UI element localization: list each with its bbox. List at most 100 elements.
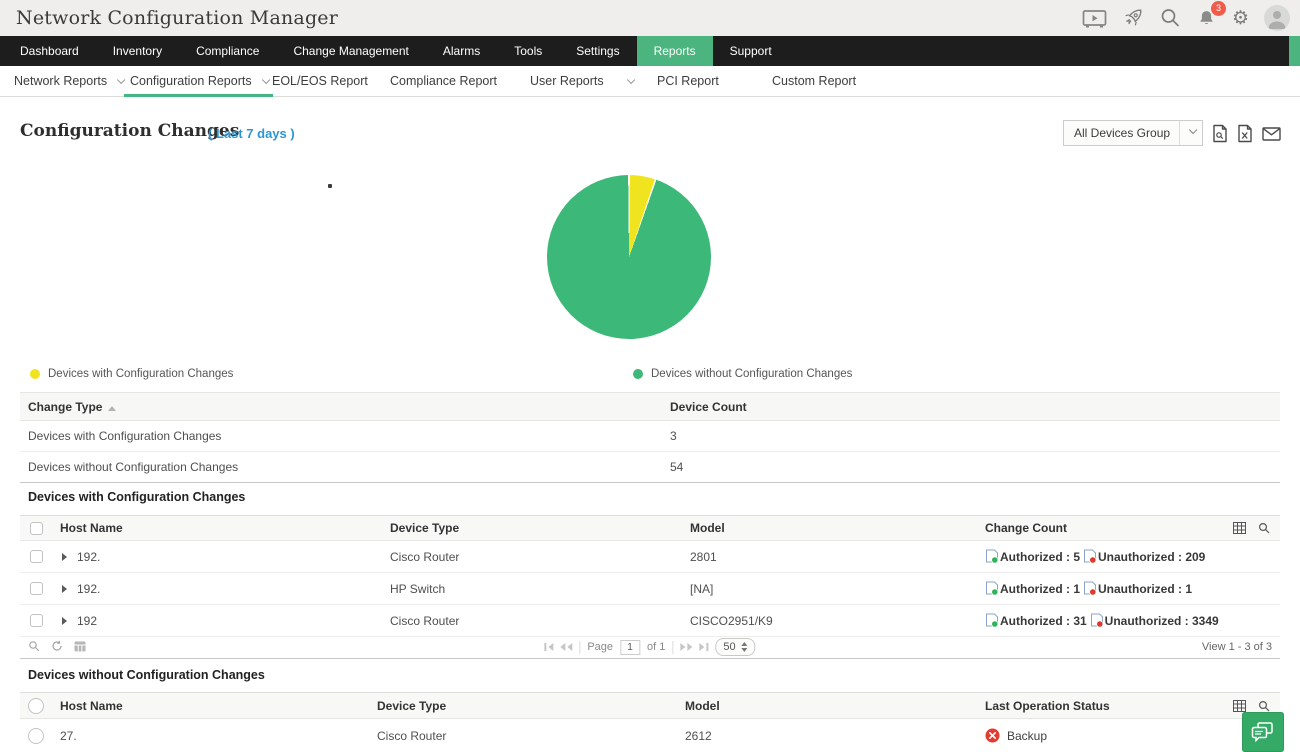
nav-change-management[interactable]: Change Management — [293, 44, 409, 58]
live-chat-button[interactable] — [1242, 712, 1284, 752]
stepper-icon — [741, 642, 748, 652]
footer-search-icon[interactable] — [28, 640, 40, 652]
col-device-type[interactable]: Device Type — [390, 521, 460, 535]
col-device-count[interactable]: Device Count — [670, 399, 747, 414]
subnav-configuration-reports[interactable]: Configuration Reports — [124, 66, 273, 97]
refresh-icon[interactable] — [51, 640, 63, 652]
reports-subnav: Network Reports Configuration Reports EO… — [0, 66, 1300, 97]
expand-row-icon[interactable] — [62, 552, 67, 561]
subnav-custom-report[interactable]: Custom Report — [772, 74, 857, 88]
app-title: Network Configuration Manager — [16, 7, 339, 29]
export-grid-icon[interactable] — [74, 641, 86, 652]
nav-inventory[interactable]: Inventory — [112, 44, 163, 58]
authorized-doc-icon — [986, 581, 999, 596]
nav-compliance[interactable]: Compliance — [196, 44, 260, 58]
stray-dot — [328, 184, 332, 188]
expand-row-icon[interactable] — [62, 616, 67, 625]
col-change-count[interactable]: Change Count — [985, 521, 1067, 535]
select-all-checkbox[interactable] — [30, 521, 43, 535]
nav-support[interactable]: Support — [729, 44, 772, 58]
row-checkbox[interactable] — [30, 614, 43, 627]
device-group-select[interactable]: All Devices Group — [1063, 120, 1203, 146]
export-excel-icon[interactable] — [1237, 124, 1253, 143]
column-chooser-icon[interactable] — [1233, 522, 1246, 534]
failed-status-icon — [985, 728, 1000, 743]
col-host-name[interactable]: Host Name — [60, 698, 123, 713]
row-radio[interactable] — [28, 727, 44, 744]
authorized-doc-icon — [986, 549, 999, 564]
subnav-network-reports[interactable]: Network Reports — [14, 66, 126, 97]
email-report-icon[interactable] — [1262, 126, 1281, 141]
table-search-icon[interactable] — [1258, 700, 1270, 712]
global-search-icon[interactable] — [1159, 7, 1181, 29]
unauthorized-doc-icon — [1084, 549, 1097, 564]
col-model[interactable]: Model — [690, 521, 725, 535]
page-size-selector[interactable]: 50 — [715, 638, 756, 656]
col-device-type[interactable]: Device Type — [377, 698, 447, 713]
table-row[interactable]: 27. Cisco Router 2612 Backup — [20, 719, 1280, 752]
export-pdf-icon[interactable] — [1212, 124, 1228, 143]
row-checkbox[interactable] — [30, 550, 43, 563]
row-checkbox[interactable] — [30, 582, 43, 595]
table-row[interactable]: 192 Cisco Router CISCO2951/K9 Authorized… — [20, 605, 1280, 637]
unauthorized-doc-icon — [1090, 613, 1104, 628]
nav-alarms[interactable]: Alarms — [442, 44, 481, 58]
chart-legend: Devices with Configuration Changes Devic… — [0, 368, 1300, 382]
table-header: Host Name Device Type Model Change Count — [20, 515, 1280, 541]
chevron-down-icon — [1188, 125, 1198, 135]
chat-bubbles-icon — [1251, 722, 1273, 743]
page-of-label: of 1 — [647, 641, 666, 653]
demo-video-icon[interactable] — [1082, 9, 1107, 28]
notifications-bell-icon[interactable]: 3 — [1196, 0, 1226, 29]
page-title: Configuration Changes — [20, 121, 240, 141]
nav-tools[interactable]: Tools — [514, 44, 543, 58]
user-avatar[interactable] — [1264, 5, 1290, 31]
nav-settings[interactable]: Settings — [576, 44, 620, 58]
section-title-with-changes: Devices with Configuration Changes — [28, 490, 246, 504]
table-row[interactable]: 192. HP Switch [NA] Authorized : 1 Unaut… — [20, 573, 1280, 605]
report-period-link[interactable]: ( Last 7 days ) — [208, 126, 295, 141]
prev-page-button[interactable] — [560, 643, 573, 651]
expand-row-icon[interactable] — [62, 584, 67, 593]
table-search-icon[interactable] — [1258, 522, 1270, 534]
main-nav: Dashboard Inventory Compliance Change Ma… — [0, 36, 1300, 66]
subnav-eol-eos-report[interactable]: EOL/EOS Report — [272, 74, 368, 88]
table-header: Host Name Device Type Model Last Operati… — [20, 692, 1280, 719]
nav-reports[interactable]: Reports — [636, 36, 713, 66]
page-label: Page — [587, 641, 614, 653]
subnav-compliance-report[interactable]: Compliance Report — [390, 74, 497, 88]
pagination: Page of 1 50 — [544, 638, 756, 656]
sort-asc-icon — [108, 405, 117, 411]
chevron-down-icon — [261, 75, 270, 85]
devices-with-changes-table: Host Name Device Type Model Change Count… — [20, 515, 1280, 659]
table-row[interactable]: Devices without Configuration Changes 54 — [20, 452, 1280, 483]
col-change-type[interactable]: Change Type — [20, 400, 670, 414]
col-model[interactable]: Model — [685, 698, 720, 713]
first-page-button[interactable] — [544, 643, 554, 651]
table-row[interactable]: 192. Cisco Router 2801 Authorized : 5 Un… — [20, 541, 1280, 573]
select-all-radio[interactable] — [28, 697, 44, 714]
last-page-button[interactable] — [699, 643, 709, 651]
col-host-name[interactable]: Host Name — [60, 521, 123, 535]
getting-started-rocket-icon[interactable] — [1122, 7, 1144, 29]
pie-chart[interactable] — [547, 175, 711, 339]
view-range-info: View 1 - 3 of 3 — [1201, 641, 1272, 653]
legend-dot-green — [633, 369, 643, 379]
table-row[interactable]: Devices with Configuration Changes 3 — [20, 421, 1280, 452]
nav-dashboard[interactable]: Dashboard — [20, 44, 79, 58]
subnav-pci-report[interactable]: PCI Report — [657, 74, 719, 88]
legend-item-with-changes: Devices with Configuration Changes — [30, 368, 233, 380]
summary-table-header: Change Type Device Count — [20, 392, 1280, 421]
page-number-input[interactable] — [620, 639, 641, 655]
device-group-dropdown-button[interactable] — [1179, 121, 1202, 145]
col-last-operation-status[interactable]: Last Operation Status — [985, 698, 1110, 713]
legend-dot-yellow — [30, 369, 40, 379]
change-type-summary-table: Change Type Device Count Devices with Co… — [20, 392, 1280, 483]
subnav-user-reports[interactable]: User Reports — [530, 66, 636, 97]
next-page-button[interactable] — [680, 643, 693, 651]
column-chooser-icon[interactable] — [1233, 699, 1246, 712]
device-group-value: All Devices Group — [1074, 126, 1171, 140]
notification-count-badge: 3 — [1210, 0, 1226, 16]
settings-gear-icon[interactable]: ⚙ — [1231, 7, 1249, 29]
